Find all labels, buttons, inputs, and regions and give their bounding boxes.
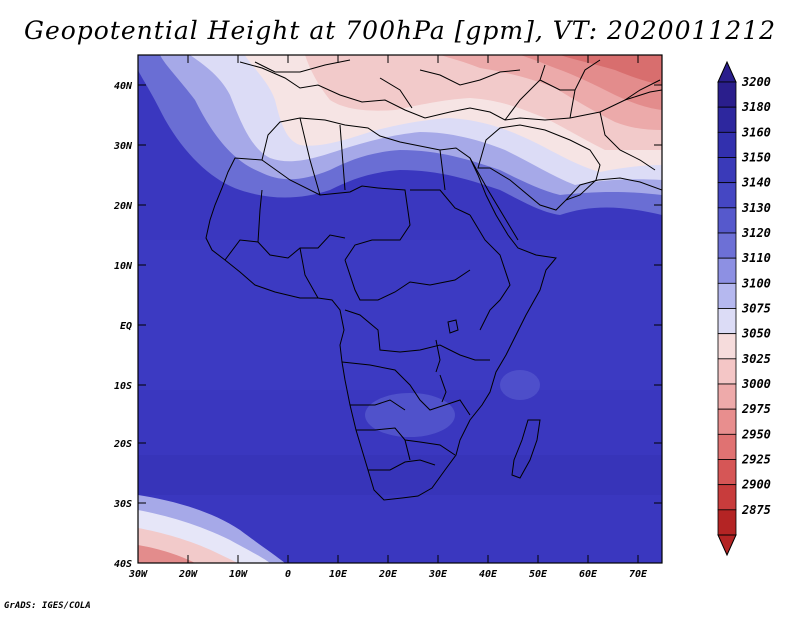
colorbar-label: 2875 <box>741 503 771 517</box>
lat-label-30s: 30S <box>113 499 132 510</box>
colorbar-label: 3160 <box>741 125 771 139</box>
colorbar-swatch <box>717 182 737 209</box>
colorbar-label: 3130 <box>741 201 771 215</box>
lon-label-70e: 70E <box>629 569 648 580</box>
colorbar-swatch <box>717 433 737 460</box>
colorbar-swatch <box>717 131 737 158</box>
lon-label-50e: 50E <box>529 569 548 580</box>
colorbar-label: 3050 <box>741 327 771 341</box>
colorbar-label: 3120 <box>741 226 771 240</box>
colorbar-label: 3180 <box>741 100 771 114</box>
lat-label-10n: 10N <box>114 261 133 272</box>
colorbar-label: 2900 <box>741 478 771 492</box>
colorbar-swatch <box>717 207 737 234</box>
colorbar-swatch <box>717 308 737 335</box>
colorbar-arrow-bottom <box>717 534 737 557</box>
colorbar-swatch <box>717 157 737 184</box>
colorbar-swatch <box>717 106 737 133</box>
colorbar-swatch <box>717 408 737 435</box>
credit-text: GrADS: IGES/COLA <box>4 601 91 611</box>
colorbar-arrow-top <box>717 60 737 83</box>
colorbar-swatch <box>717 282 737 309</box>
height-field <box>138 55 662 563</box>
colorbar-swatch <box>717 232 737 259</box>
colorbar-swatch <box>717 81 737 108</box>
colorbar-swatch <box>717 383 737 410</box>
colorbar-label: 3200 <box>741 75 771 89</box>
colorbar-label: 3140 <box>741 176 771 190</box>
colorbar-label: 3075 <box>741 302 771 316</box>
lon-label-20w: 20W <box>178 569 198 580</box>
colorbar-label: 2975 <box>741 402 771 416</box>
lon-label-30e: 30E <box>428 569 448 580</box>
colorbar-label: 3025 <box>741 352 771 366</box>
map-title: Geopotential Height at 700hPa [gpm], VT:… <box>23 16 777 45</box>
lon-label-60e: 60E <box>579 569 598 580</box>
lat-label-eq: EQ <box>120 321 132 332</box>
colorbar-swatch <box>717 484 737 511</box>
lon-label-40e: 40E <box>479 569 498 580</box>
colorbar-label: 3110 <box>741 251 771 265</box>
lon-label-30w: 30W <box>128 569 148 580</box>
colorbar-swatch <box>717 257 737 284</box>
lat-label-20n: 20N <box>113 201 133 212</box>
lat-label-40s: 40S <box>114 559 132 570</box>
lon-label-20e: 20E <box>378 569 398 580</box>
colorbar: 3200 3180 3160 3150 3140 3130 3120 3110 3100 3075… <box>717 60 771 557</box>
colorbar-swatch <box>717 459 737 486</box>
lat-label-40n: 40N <box>114 81 133 92</box>
lat-label-30n: 30N <box>113 141 133 152</box>
latitude-axis <box>138 84 662 504</box>
colorbar-swatch <box>717 509 737 536</box>
coastlines <box>205 59 662 501</box>
colorbar-label: 3100 <box>741 276 771 290</box>
lon-label-10e: 10E <box>329 569 348 580</box>
lon-label-10w: 10W <box>229 569 248 580</box>
colorbar-label: 2950 <box>741 427 771 441</box>
colorbar-swatch <box>717 333 737 360</box>
colorbar-swatch <box>717 358 737 385</box>
lat-label-20s: 20S <box>113 439 132 450</box>
colorbar-label: 2925 <box>741 453 771 467</box>
colorbar-label: 3000 <box>741 377 771 391</box>
longitude-axis <box>187 55 639 563</box>
lat-label-10s: 10S <box>114 381 132 392</box>
colorbar-label: 3150 <box>741 151 771 165</box>
plot-frame <box>137 54 663 564</box>
lon-label-0: 0 <box>285 569 291 580</box>
